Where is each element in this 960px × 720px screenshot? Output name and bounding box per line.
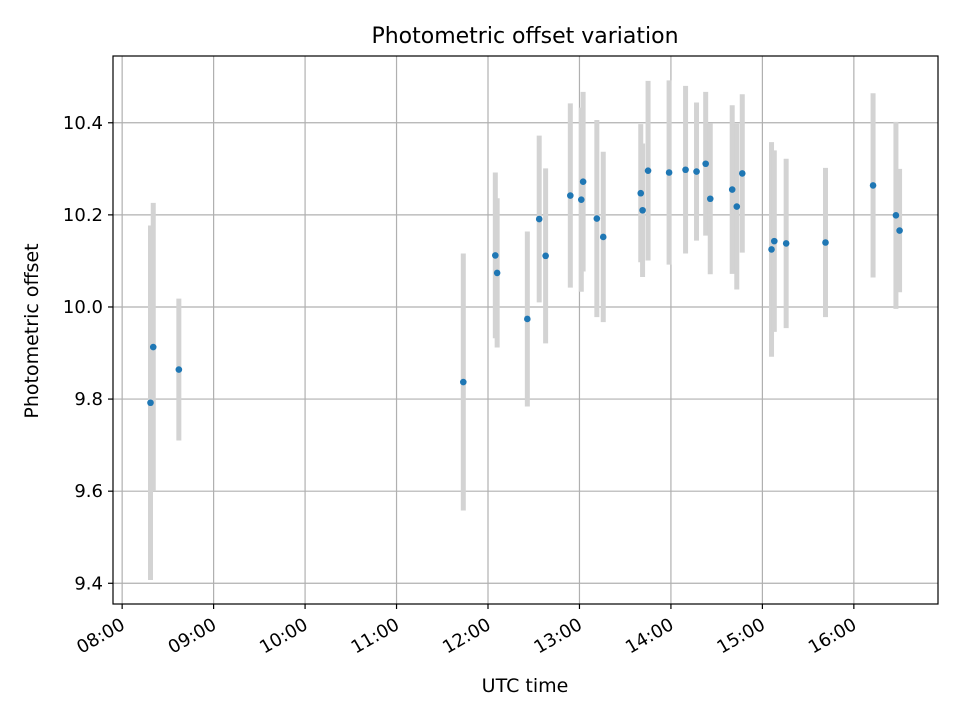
data-point [637, 189, 645, 197]
data-point [644, 167, 652, 174]
data-point [149, 343, 157, 351]
data-point [535, 215, 543, 223]
data-point [493, 269, 501, 277]
x-tick-label: 12:00 [439, 614, 494, 658]
x-tick-label: 16:00 [805, 614, 860, 658]
data-point [693, 168, 700, 175]
y-tick-label: 10.4 [63, 113, 103, 134]
data-point [728, 186, 736, 193]
error-bars [148, 80, 903, 581]
data-point [768, 246, 775, 253]
data-point [460, 378, 467, 386]
data-point [147, 399, 154, 407]
y-axis-label: Photometric offset [21, 243, 43, 418]
data-point [770, 237, 778, 245]
x-tick-label: 08:00 [73, 614, 128, 658]
plot-area-frame [112, 55, 939, 605]
data-point [706, 195, 714, 203]
data-point [599, 233, 607, 241]
data-point [782, 240, 790, 247]
x-tick-label: 13:00 [531, 614, 586, 658]
data-point [567, 192, 574, 199]
y-tick-label: 10.0 [63, 297, 103, 318]
data-point [869, 182, 877, 189]
y-axis: 9.4 9.6 9.8 10.0 10.2 10.4 [63, 113, 113, 594]
data-point [492, 252, 499, 259]
x-axis: 08:00 09:00 10:00 11:00 12:00 13:00 14:00 15:00… [73, 604, 860, 658]
x-axis-label: UTC time [482, 675, 569, 697]
data-point [733, 203, 741, 210]
data-point [822, 239, 829, 246]
y-tick-label: 9.8 [74, 389, 103, 410]
x-tick-label: 14:00 [622, 614, 677, 658]
data-point [738, 170, 746, 177]
y-tick-label: 9.6 [74, 481, 103, 502]
y-tick-label: 10.2 [63, 205, 103, 226]
chart-title: Photometric offset variation [371, 24, 678, 49]
data-point [593, 215, 601, 222]
data-points [147, 160, 903, 407]
x-tick-label: 15:00 [713, 614, 768, 658]
data-point [175, 366, 183, 373]
y-tick-label: 9.4 [74, 573, 103, 594]
data-point [542, 252, 549, 260]
x-tick-label: 09:00 [165, 614, 220, 658]
data-point [579, 178, 587, 186]
data-point [896, 227, 903, 234]
data-point [892, 212, 900, 219]
data-point [665, 169, 673, 176]
data-point [702, 160, 709, 168]
x-tick-label: 10:00 [256, 614, 311, 658]
data-point [577, 196, 585, 203]
data-point [524, 315, 531, 323]
x-tick-label: 11:00 [348, 614, 403, 658]
data-point [682, 166, 689, 174]
data-point [639, 206, 646, 214]
